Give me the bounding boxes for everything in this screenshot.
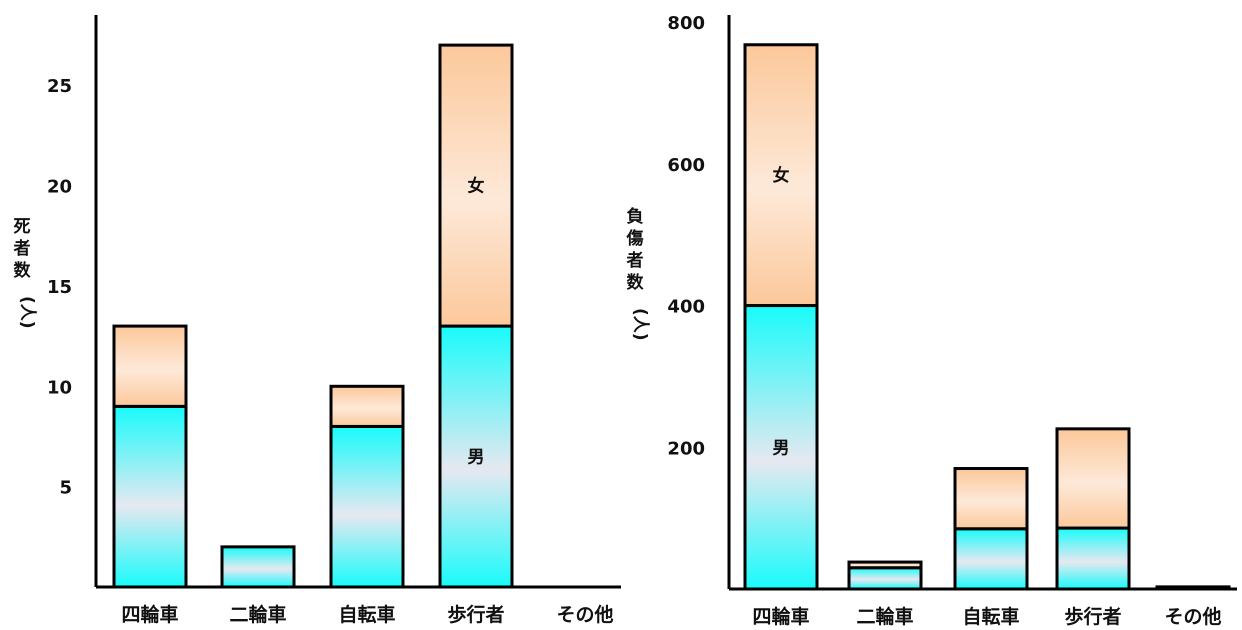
fatalities-x-category-label-4: その他 bbox=[556, 603, 613, 626]
fatalities-y-tick-label-1: 10 bbox=[47, 377, 72, 398]
fatalities-y-axis-label: 死者数 (人) bbox=[13, 217, 38, 329]
injuries-y-axis-label-part-1: 傷 bbox=[626, 228, 644, 249]
injuries-segment-label-0: 男 bbox=[773, 438, 790, 458]
injuries-y-axis-label-part-2: 者 bbox=[626, 250, 644, 271]
injuries-x-category-label-1: 二輪車 bbox=[856, 605, 913, 628]
fatalities-bar-female-2 bbox=[329, 384, 405, 428]
injuries-bar-female-3 bbox=[1055, 427, 1131, 530]
injuries-bar-female-2 bbox=[953, 467, 1029, 531]
fatalities-x-category-label-2: 自転車 bbox=[338, 603, 395, 626]
injuries-bar-male-0 bbox=[743, 304, 819, 591]
fatalities-bar-male-0 bbox=[112, 404, 188, 589]
fatalities-bar-female-3 bbox=[438, 43, 514, 328]
fatalities-y-tick-label-3: 20 bbox=[47, 177, 72, 198]
injuries-x-category-label-2: 自転車 bbox=[962, 605, 1019, 628]
injuries-bar-female-1 bbox=[847, 560, 923, 570]
injuries-x-category-label-3: 歩行者 bbox=[1064, 605, 1121, 628]
injuries-y-tick-label-2: 600 bbox=[667, 155, 705, 176]
injuries-y-axis-label-part-0: 負 bbox=[627, 207, 644, 227]
fatalities-x-category-label-1: 二輪車 bbox=[229, 603, 286, 626]
fatalities-y-axis-label-part-2: 数 bbox=[14, 260, 32, 281]
injuries-segment-label-1: 女 bbox=[773, 165, 790, 186]
injuries-y-tick-label-0: 200 bbox=[667, 438, 705, 459]
fatalities-bar-male-2 bbox=[329, 424, 405, 589]
injuries-bar-male-2 bbox=[953, 527, 1029, 591]
injuries-y-tick-label-3: 800 bbox=[667, 13, 705, 34]
fatalities-y-axis-label-part-3: (人) bbox=[17, 296, 37, 329]
injuries-y-axis-label-part-4: (人) bbox=[630, 308, 650, 341]
fatalities-chart: 男 女 5 10 15 20 25 四輪車 二輪車 自転車 歩行者 その他 死者数 (人) bbox=[13, 15, 621, 626]
fatalities-y-tick-label-0: 5 bbox=[59, 478, 72, 499]
fatalities-y-axis-label-part-1: 者 bbox=[13, 238, 31, 259]
fatalities-segment-label-1: 女 bbox=[468, 176, 485, 197]
injuries-bar-male-1 bbox=[847, 566, 923, 591]
injuries-bar-male-3 bbox=[1055, 526, 1131, 591]
fatalities-segment-label-0: 男 bbox=[468, 448, 485, 468]
fatalities-y-tick-label-2: 15 bbox=[47, 277, 72, 298]
fatalities-bar-male-1 bbox=[220, 545, 296, 589]
fatalities-y-axis-label-part-0: 死 bbox=[14, 217, 31, 237]
fatalities-bar-female-0 bbox=[112, 324, 188, 408]
fatalities-x-category-label-0: 四輪車 bbox=[121, 603, 178, 626]
injuries-y-axis-label-part-3: 数 bbox=[627, 272, 645, 293]
injuries-y-tick-label-1: 400 bbox=[667, 297, 705, 318]
injuries-bar-female-0 bbox=[743, 43, 819, 308]
fatalities-x-category-label-3: 歩行者 bbox=[447, 603, 504, 626]
injuries-x-category-label-4: その他 bbox=[1164, 605, 1221, 628]
fatalities-bar-male-3 bbox=[438, 324, 514, 589]
injuries-x-category-label-0: 四輪車 bbox=[752, 605, 809, 628]
fatalities-y-tick-label-4: 25 bbox=[47, 76, 72, 97]
